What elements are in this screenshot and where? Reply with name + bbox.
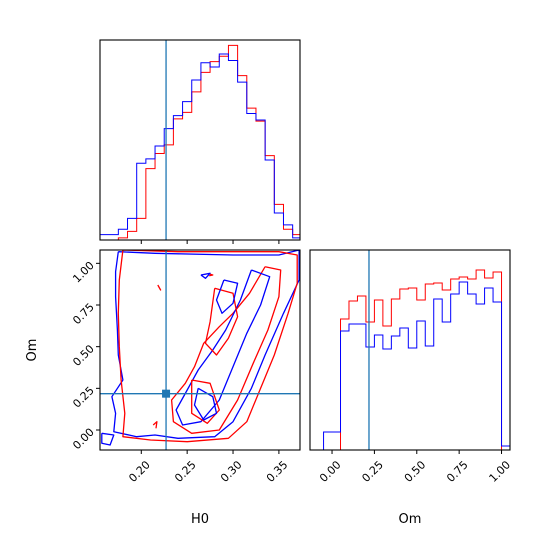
om-ytick-label-3: 0.75 (70, 301, 97, 328)
contour-10 (157, 284, 162, 291)
om-axis-label: Om (399, 512, 422, 527)
om-ytick-label-1: 0.25 (70, 384, 97, 411)
contour-1 (117, 250, 298, 443)
contour-2 (170, 266, 282, 434)
h0-xtick-label-3: 0.35 (264, 458, 291, 485)
contour-0 (111, 250, 300, 439)
om-ytick-label-4: 1.00 (70, 259, 97, 286)
om-xtick-label-0: 0.00 (317, 458, 344, 485)
h0-axis-label: H0 (191, 512, 209, 527)
om-xtick-label-2: 0.50 (402, 458, 429, 485)
contour-8 (200, 272, 211, 279)
contour-5 (215, 279, 239, 314)
h0-hist-series-blue (100, 53, 300, 240)
h0-xtick-label-2: 0.30 (218, 458, 245, 485)
joint-frame (99, 249, 301, 451)
contour-6 (191, 379, 220, 424)
contour-12 (152, 421, 158, 429)
om-xtick-label-3: 0.75 (444, 458, 471, 485)
h0-xtick-label-0: 0.20 (126, 458, 153, 485)
contour-4 (204, 287, 239, 356)
om-xtick-label-1: 0.25 (359, 458, 386, 485)
om-marginal-panel: 0.00 0.25 0.50 0.75 1.00 (309, 249, 514, 485)
h0-om-joint-panel: 0.20 0.25 0.30 0.35 0.00 0.25 0.50 0.75 1.00 (70, 249, 301, 485)
om-y-axis-label: Om (25, 339, 40, 362)
om-marginal-frame (309, 249, 511, 451)
contour-9 (209, 273, 214, 277)
contour-3 (175, 269, 271, 426)
h0-xtick-label-1: 0.25 (172, 458, 199, 485)
om-xtick-label-4: 1.00 (487, 458, 514, 485)
truth-marker (162, 389, 171, 398)
om-hist-series-red (323, 269, 510, 450)
om-ytick-label-2: 0.50 (70, 342, 97, 369)
contour-11 (101, 432, 115, 446)
h0-marginal-frame (99, 39, 301, 241)
om-hist-series-blue (323, 281, 510, 450)
h0-hist-series-red (100, 44, 300, 240)
om-ytick-label-0: 0.00 (70, 426, 97, 453)
contour-7 (193, 387, 218, 421)
h0-marginal-panel (99, 39, 301, 244)
